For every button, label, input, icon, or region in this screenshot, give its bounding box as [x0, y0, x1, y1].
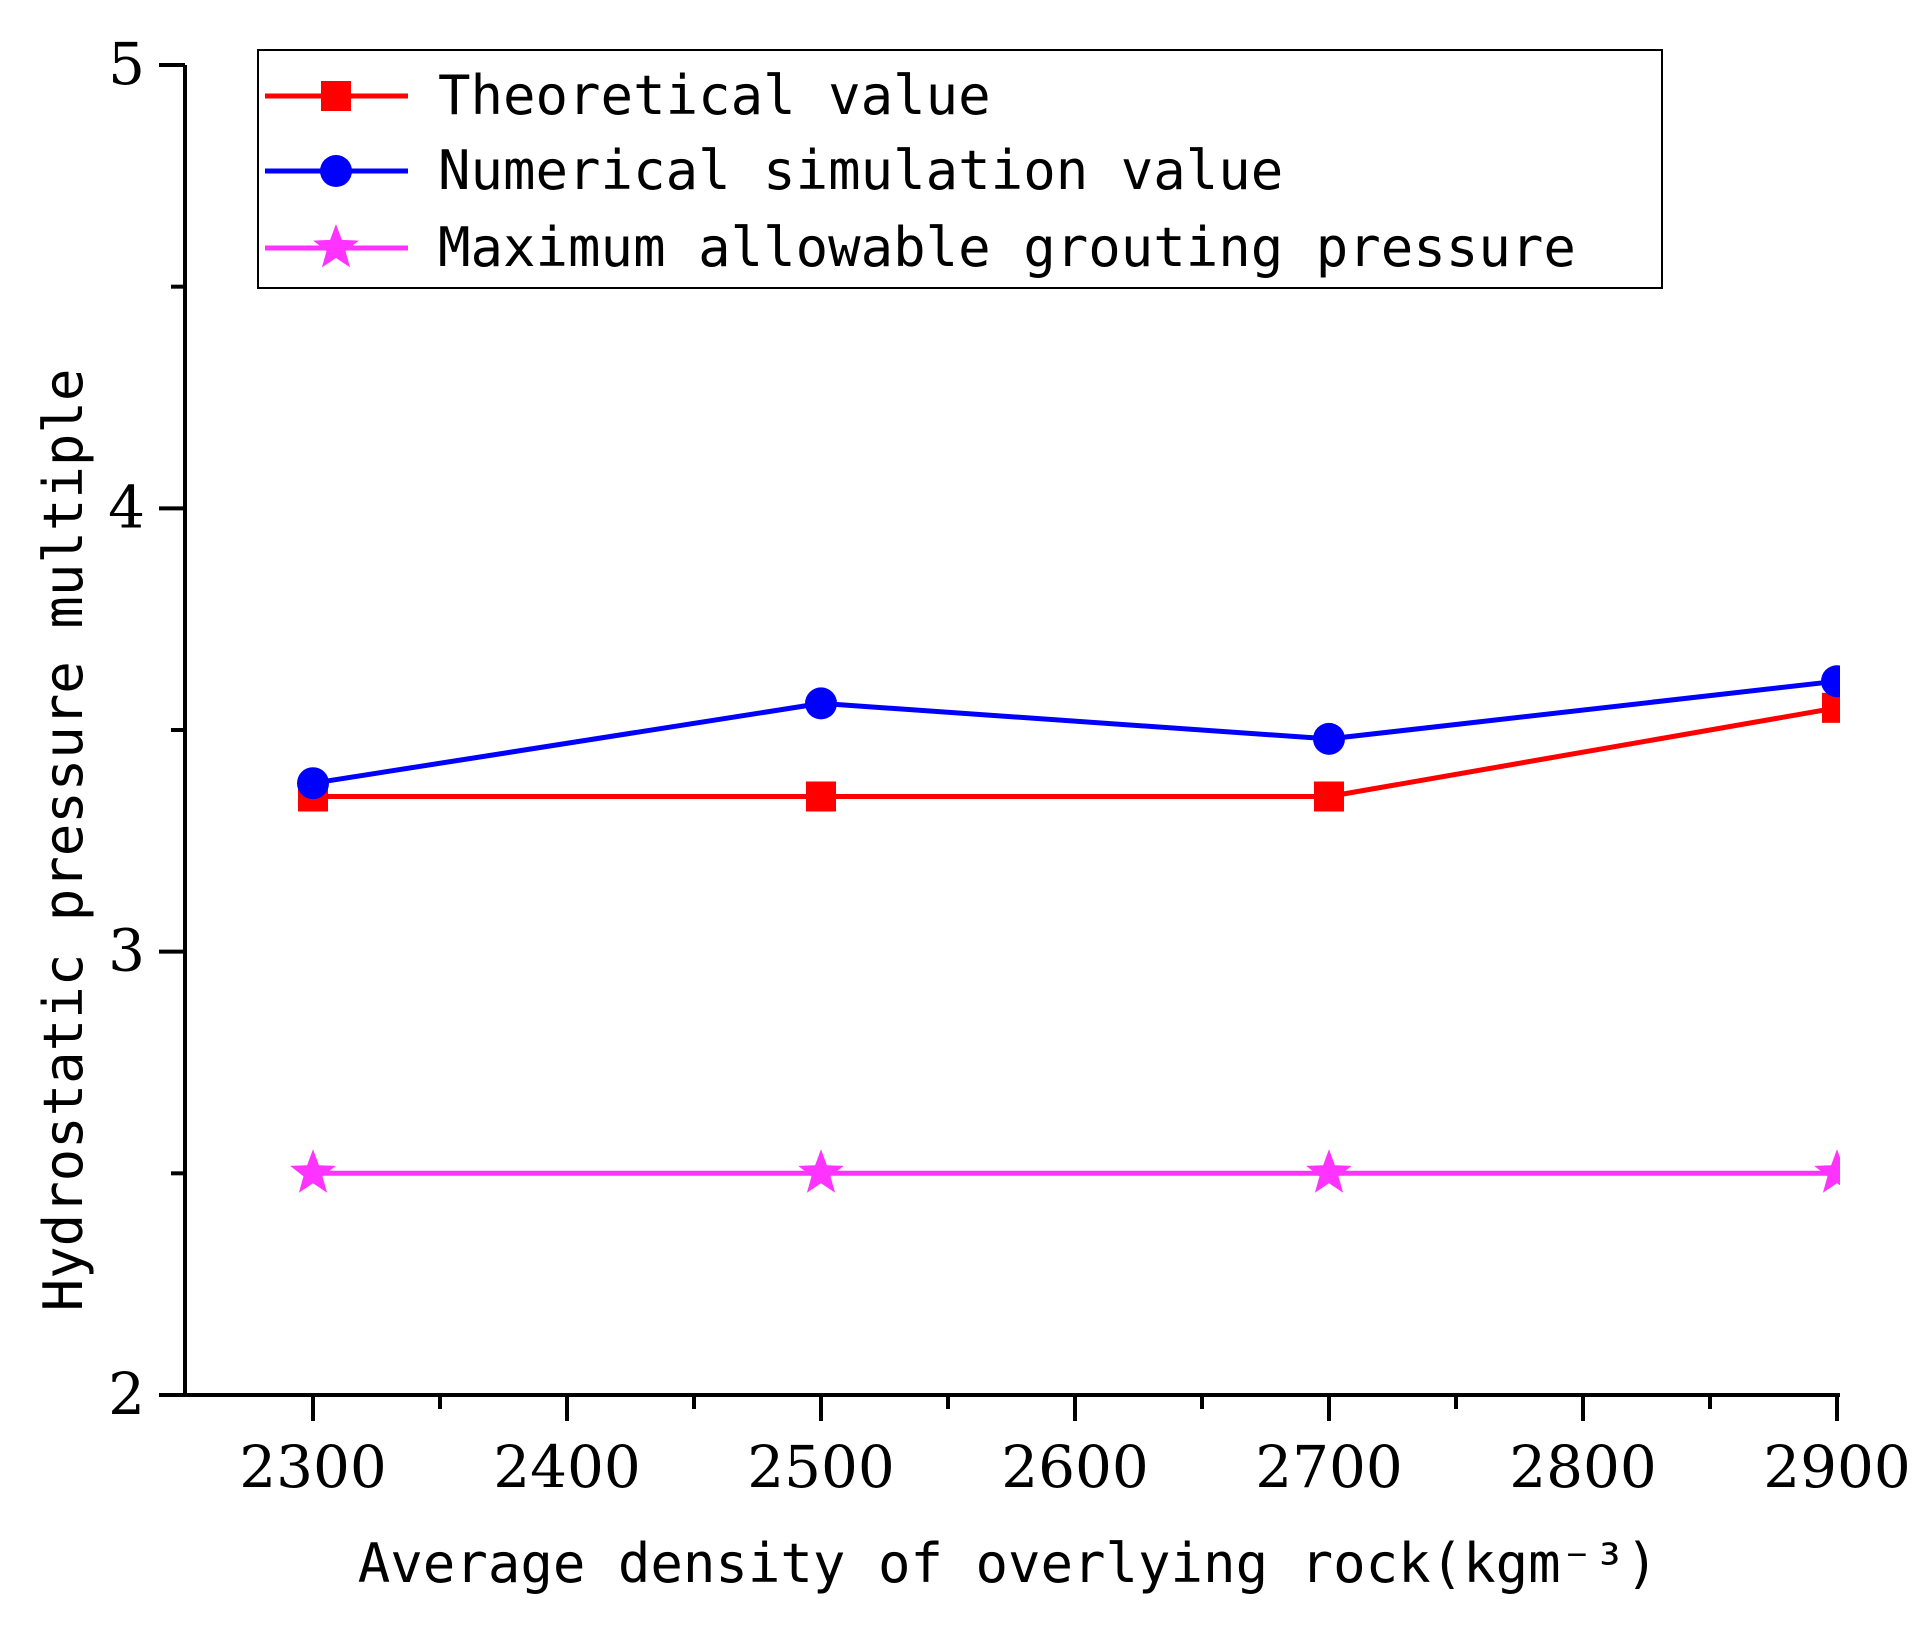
data-point-star	[290, 1149, 336, 1193]
legend-box	[257, 49, 1663, 289]
data-point-star	[1306, 1149, 1352, 1193]
data-point-circle	[805, 687, 837, 720]
data-point-star	[798, 1149, 844, 1193]
x-tick-label: 2400	[493, 1433, 641, 1501]
series-line-square	[313, 705, 1838, 799]
data-point-circle	[297, 767, 329, 800]
data-point-square	[1822, 692, 1840, 723]
legend-label: Numerical simulation value	[438, 139, 1283, 202]
y-tick-label: 4	[108, 473, 145, 541]
x-tick-label: 2900	[1763, 1433, 1911, 1501]
legend-label: Theoretical value	[438, 64, 991, 127]
data-point-circle	[1313, 722, 1345, 755]
x-tick-label: 2700	[1255, 1433, 1403, 1501]
data-point-star	[1814, 1149, 1840, 1193]
x-tick-label: 2300	[239, 1433, 387, 1501]
series-layer	[290, 665, 1840, 1193]
legend-marker-square	[321, 81, 351, 111]
legend-marker-circle	[320, 155, 352, 187]
data-point-circle	[1821, 665, 1840, 698]
data-point-square	[806, 781, 836, 812]
x-tick-label: 2800	[1509, 1433, 1657, 1501]
legend-label: Maximum allowable grouting pressure	[438, 216, 1576, 279]
x-tick-label: 2500	[747, 1433, 895, 1501]
y-tick-label: 2	[108, 1360, 145, 1428]
legend: Theoretical value Numerical simulation va…	[257, 49, 1663, 289]
y-tick-label: 5	[108, 30, 145, 98]
data-point-square	[1314, 781, 1344, 812]
axes: 2 3 4 5 2300 2400 2500 2600 2700 2800 2900	[108, 30, 1911, 1501]
y-axis-title: Hydrostatic pressure multiple	[32, 369, 95, 1312]
x-tick-label: 2600	[1001, 1433, 1149, 1501]
legend-marker-star	[313, 224, 359, 268]
x-axis-title: Average density of overlying rock(kgm⁻³)	[358, 1532, 1658, 1595]
y-tick-label: 3	[108, 917, 145, 985]
series-line-circle	[312, 678, 1838, 786]
